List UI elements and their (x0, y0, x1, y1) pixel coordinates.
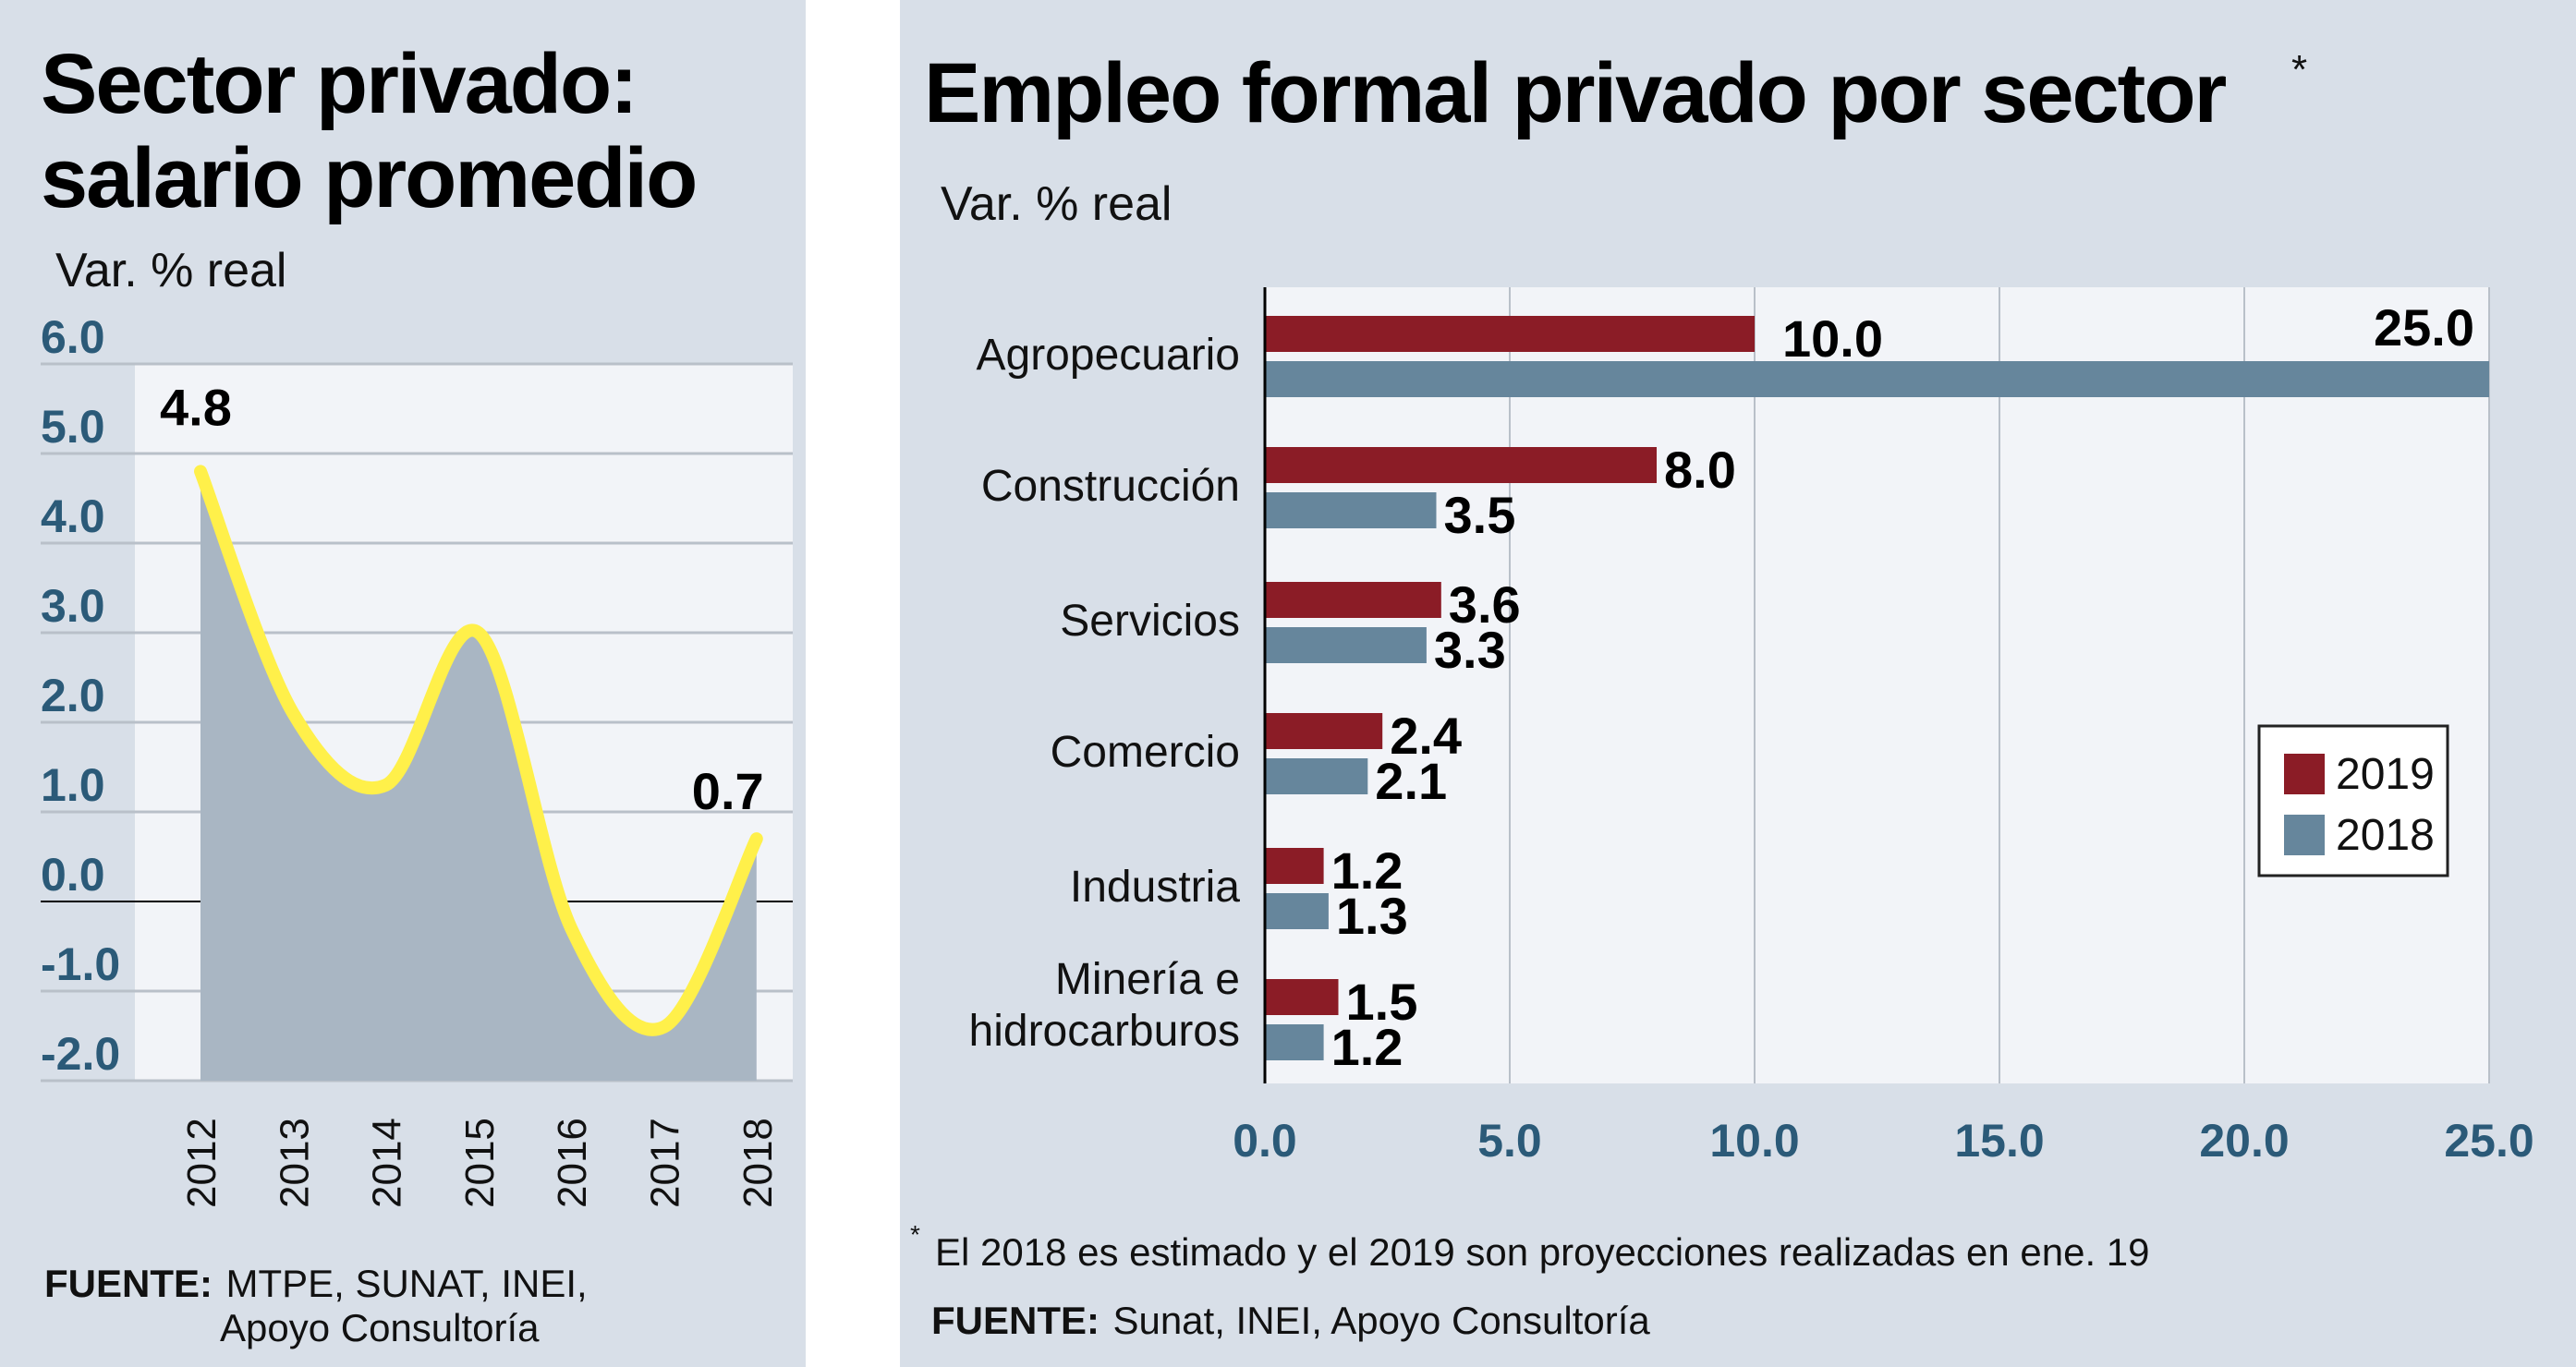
bar-value-label: 10.0 (1782, 309, 1883, 368)
x-tick-label: 25.0 (2444, 1115, 2533, 1167)
bar-value-label: 1.5 (1346, 973, 1418, 1031)
left-title-line2: salario promedio (41, 131, 696, 225)
x-tick-label: 2015 (457, 1118, 503, 1208)
bar-value-label: 1.2 (1331, 1018, 1403, 1076)
bar-value-label: 8.0 (1664, 441, 1736, 499)
footnote: El 2018 es estimado y el 2019 son proyec… (935, 1230, 2150, 1274)
category-label: Agropecuario (976, 331, 1240, 380)
right-subtitle: Var. % real (941, 177, 1172, 231)
left-source-label: FUENTE: (44, 1262, 213, 1305)
right-source-label: FUENTE: (931, 1299, 1100, 1342)
data-point (755, 838, 758, 841)
left-source: FUENTE: MTPE, SUNAT, INEI, (44, 1262, 588, 1305)
x-tick-label: 2018 (735, 1118, 781, 1208)
y-tick-label: 4.0 (41, 490, 105, 542)
x-tick-label: 2014 (365, 1118, 410, 1208)
bar-2018 (1265, 627, 1427, 663)
category-label: hidrocarburos (969, 1007, 1240, 1056)
category-label: Servicios (1060, 597, 1240, 646)
bar-2019 (1265, 316, 1755, 352)
legend-label: 2019 (2336, 750, 2435, 799)
footnote-mark: * (910, 1220, 920, 1249)
bar-value-label: 2.1 (1375, 752, 1447, 810)
legend-swatch-2018 (2284, 815, 2325, 855)
data-point (292, 712, 295, 715)
category-label: Minería e (1055, 955, 1240, 1004)
x-tick-label: 10.0 (1709, 1115, 1799, 1167)
x-tick-label: 2017 (643, 1118, 688, 1208)
data-point (662, 1025, 665, 1028)
x-tick-label: 5.0 (1477, 1115, 1542, 1167)
y-tick-label: 6.0 (41, 311, 105, 363)
bar-value-label: 3.5 (1444, 486, 1516, 544)
bar-value-label: 2.4 (1390, 707, 1462, 765)
y-tick-label: 5.0 (41, 401, 105, 453)
data-point (384, 783, 387, 786)
bar-2018 (1265, 361, 2489, 397)
x-tick-label: 0.0 (1233, 1115, 1297, 1167)
legend-swatch-2019 (2284, 754, 2325, 794)
bar-2019 (1265, 979, 1339, 1015)
data-label: 4.8 (160, 378, 232, 436)
bar-2018 (1265, 1024, 1324, 1060)
bar-value-label: 1.3 (1336, 887, 1408, 945)
left-source-line1: MTPE, SUNAT, INEI, (225, 1262, 587, 1305)
bar-2018 (1265, 492, 1437, 528)
category-label: Comercio (1051, 728, 1240, 777)
bar-2018 (1265, 758, 1368, 794)
left-subtitle: Var. % real (55, 244, 286, 297)
y-tick-label: 2.0 (41, 670, 105, 721)
employment-bar-chart: 0.0 5.0 10.0 15.0 20.0 25.0 Agropecuario 10.0 25… (969, 287, 2534, 1167)
bar-value-label: 3.6 (1449, 575, 1521, 634)
bar-2019 (1265, 582, 1441, 618)
data-point (570, 927, 573, 930)
right-source: FUENTE: Sunat, INEI, Apoyo Consultoría (931, 1299, 1650, 1342)
data-label: 0.7 (692, 762, 764, 820)
x-tick-label: 2016 (550, 1118, 595, 1208)
bar-2019 (1265, 713, 1383, 749)
y-tick-label: 3.0 (41, 580, 105, 632)
y-tick-label: 1.0 (41, 759, 105, 811)
x-tick-label: 20.0 (2199, 1115, 2289, 1167)
left-title-line1: Sector privado: (41, 37, 637, 131)
right-title: Empleo formal privado por sector (924, 46, 2227, 140)
legend-label: 2018 (2336, 811, 2435, 860)
right-source-text: Sunat, INEI, Apoyo Consultoría (1112, 1299, 1650, 1342)
category-label: Construcción (981, 462, 1240, 511)
y-tick-label: -2.0 (41, 1028, 120, 1080)
salary-area-chart: 6.0 5.0 4.0 3.0 2.0 1.0 0.0 -1.0 -2.0 2012 2013 201… (41, 311, 793, 1208)
plot-background (1265, 287, 2489, 1083)
bar-2019 (1265, 848, 1324, 884)
category-label: Industria (1070, 863, 1240, 912)
bar-value-label: 25.0 (2374, 298, 2474, 357)
bar-value-label: 1.2 (1331, 841, 1403, 900)
bar-2018 (1265, 893, 1329, 929)
bar-value-label: 3.3 (1434, 621, 1506, 679)
x-tick-label: 15.0 (1954, 1115, 2044, 1167)
x-tick-label: 2012 (179, 1118, 225, 1208)
y-tick-label: 0.0 (41, 849, 105, 901)
data-point (200, 470, 201, 473)
left-source-line2: Apoyo Consultoría (220, 1306, 540, 1349)
x-tick-label: 2013 (272, 1118, 317, 1208)
right-title-mark: * (2291, 47, 2307, 92)
y-tick-label: -1.0 (41, 938, 120, 990)
legend: 2019 2018 (2257, 724, 2449, 877)
bar-2019 (1265, 447, 1657, 483)
area-fill (200, 471, 757, 1081)
data-point (477, 632, 480, 634)
